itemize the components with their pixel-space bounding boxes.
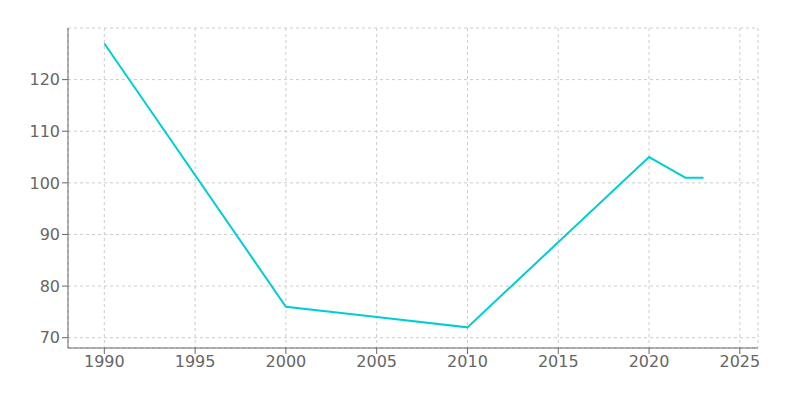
svg-text:110: 110 — [29, 122, 60, 141]
svg-text:1995: 1995 — [175, 352, 216, 371]
svg-text:80: 80 — [40, 277, 60, 296]
svg-text:2005: 2005 — [356, 352, 397, 371]
svg-text:2000: 2000 — [266, 352, 307, 371]
svg-text:70: 70 — [40, 328, 60, 347]
svg-text:2015: 2015 — [538, 352, 579, 371]
svg-text:100: 100 — [29, 174, 60, 193]
svg-text:2020: 2020 — [629, 352, 670, 371]
svg-text:1990: 1990 — [84, 352, 125, 371]
svg-text:2010: 2010 — [447, 352, 488, 371]
svg-text:2025: 2025 — [719, 352, 760, 371]
svg-text:90: 90 — [40, 225, 60, 244]
svg-text:120: 120 — [29, 70, 60, 89]
